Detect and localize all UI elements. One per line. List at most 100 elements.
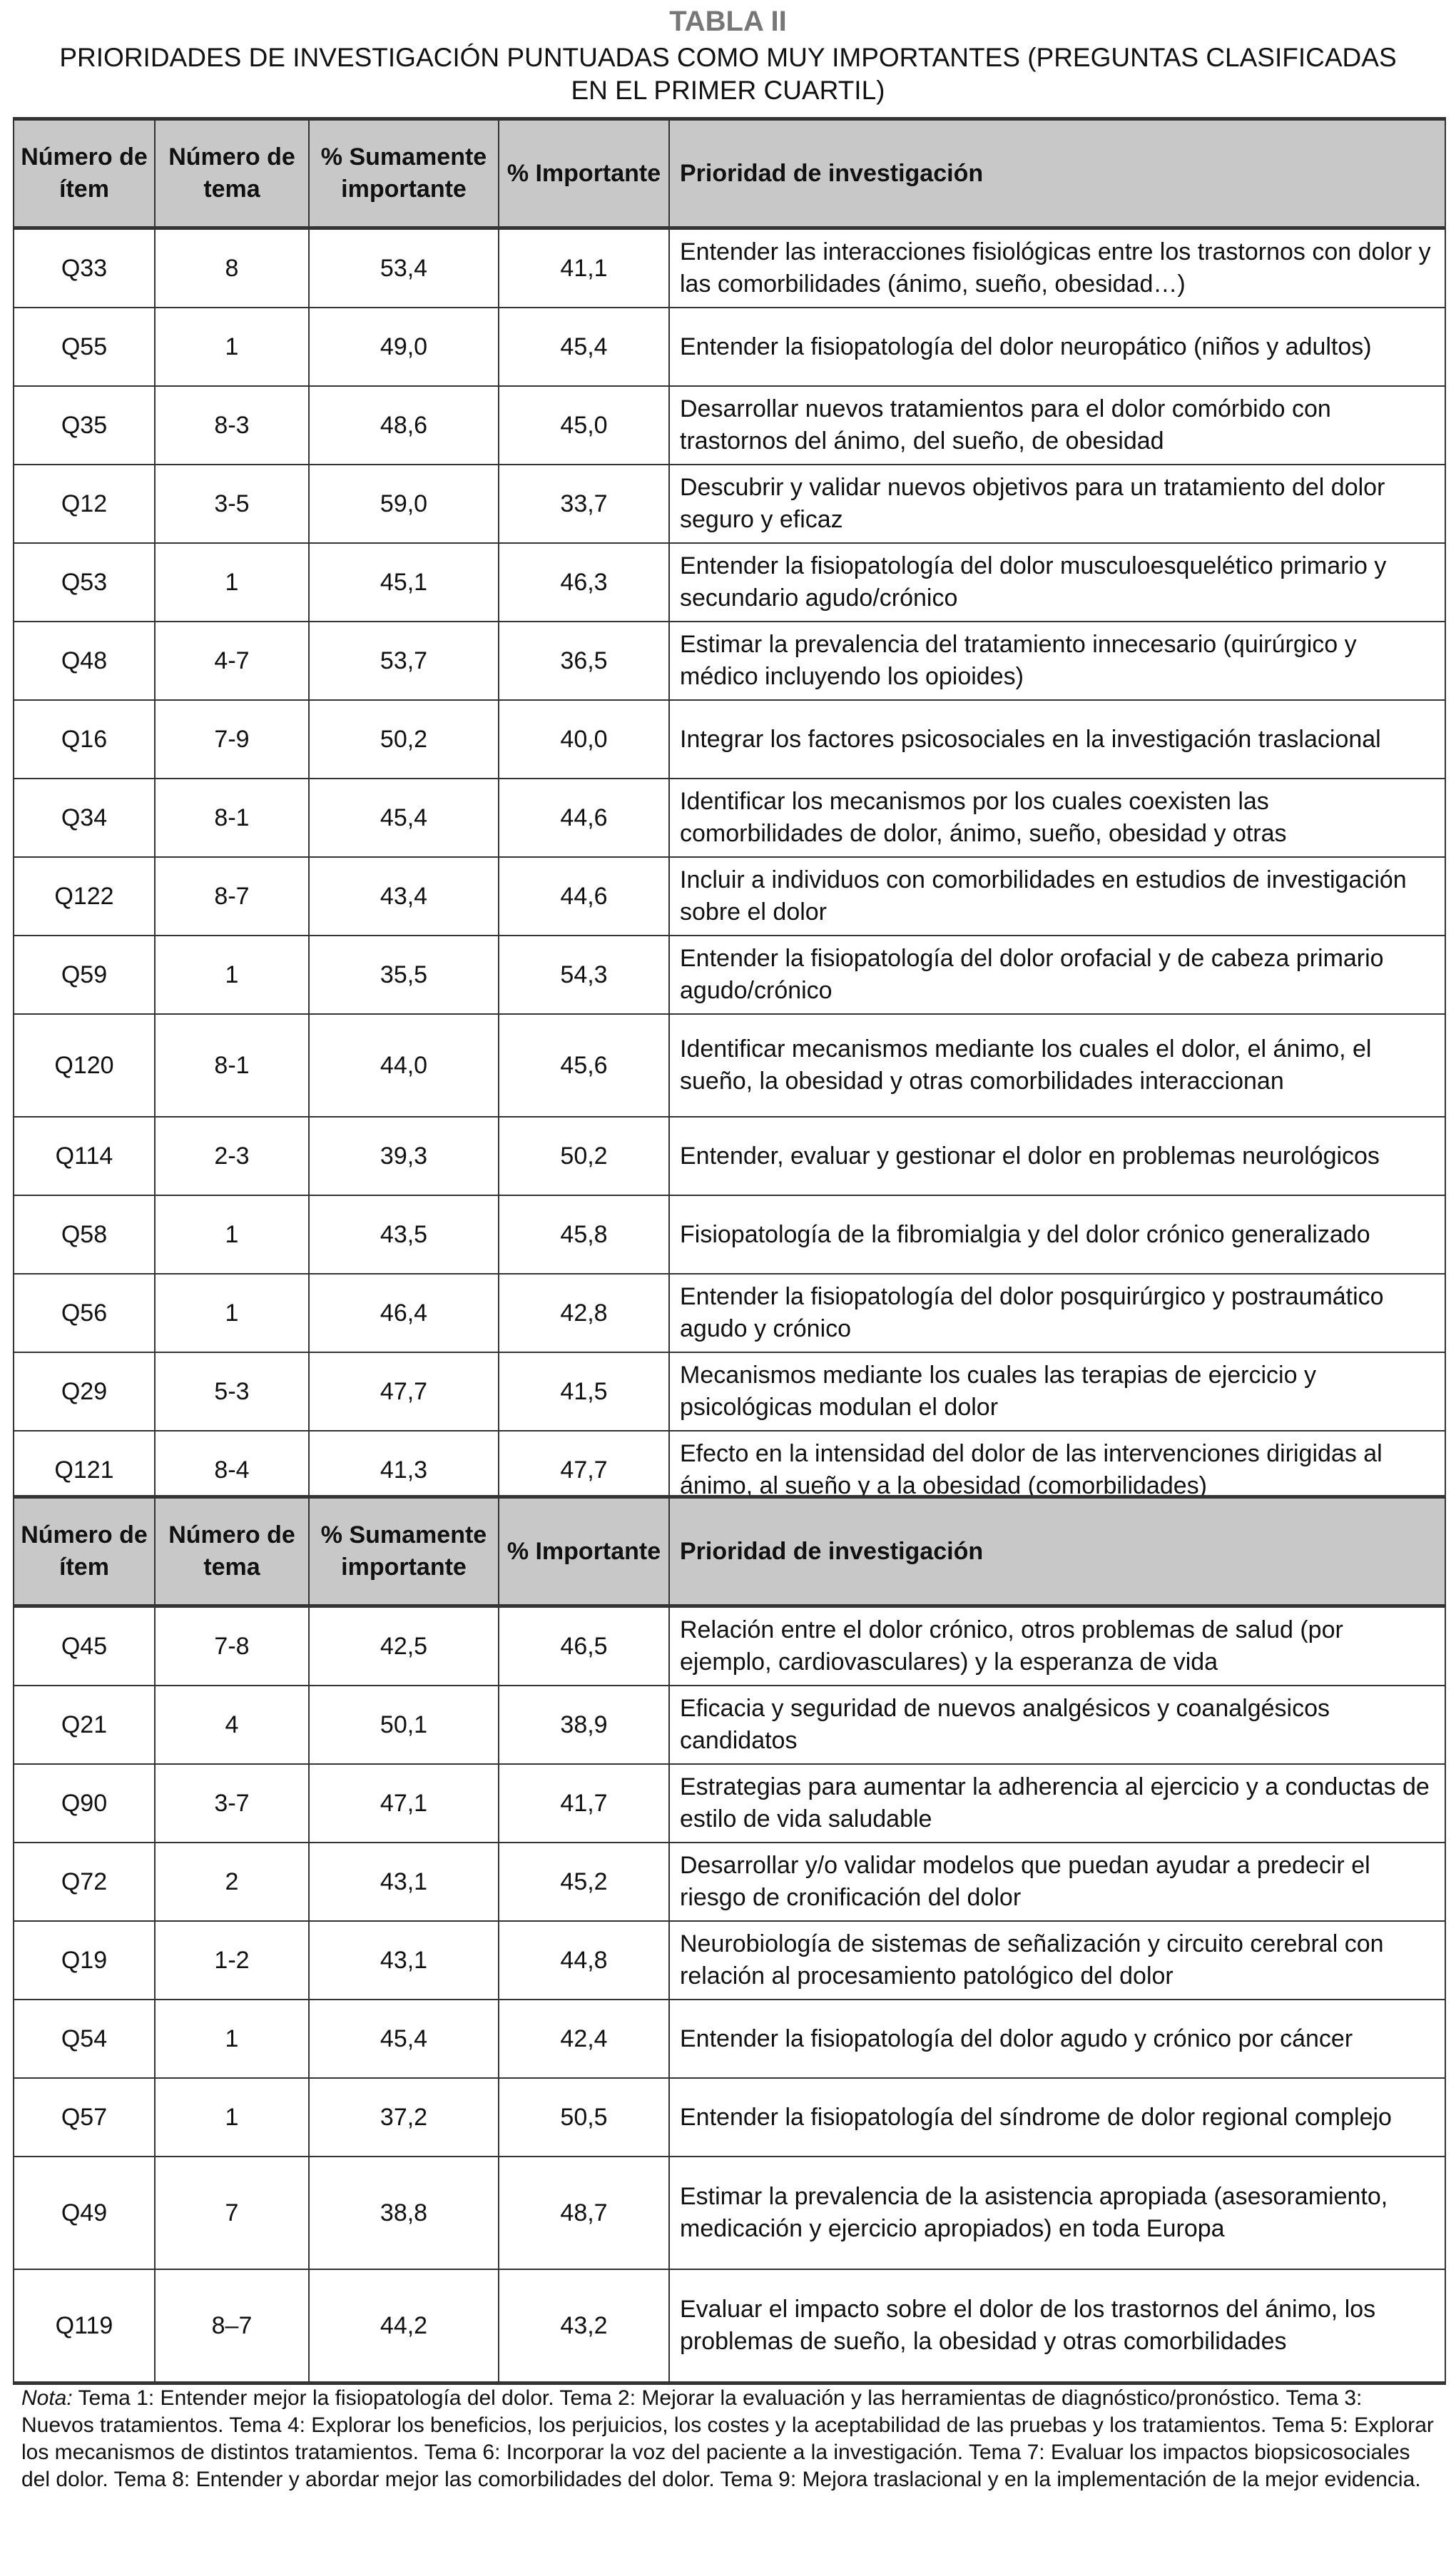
table-row: Q90 3-7 47,1 41,7 Estrategias para aumentar … [13,1763,1446,1843]
table-row: Q57 1 37,2 50,5 Entender la fisiopatología d… [13,2077,1446,2157]
pct-extremely-important-cell: 47,1 [308,1763,499,1843]
theme-number-cell: 5-3 [154,1352,310,1432]
theme-number-cell: 1 [154,1273,310,1353]
item-number-cell: Q48 [13,621,156,701]
column-header: % Sumamente importante [308,1496,499,1607]
column-header: Prioridad de investigación [668,118,1446,229]
column-header: Número de ítem [13,1496,156,1607]
pct-extremely-important-cell: 37,2 [308,2077,499,2157]
research-priority-cell: Entender la fisiopatología del dolor mus… [668,542,1446,622]
theme-number-cell: 4 [154,1685,310,1765]
pct-important-cell: 46,3 [498,542,670,622]
theme-number-cell: 1 [154,2077,310,2157]
item-number-cell: Q29 [13,1352,156,1432]
pct-extremely-important-cell: 38,8 [308,2156,499,2270]
theme-number-cell: 3-7 [154,1763,310,1843]
table-row: Q120 8-1 44,0 45,6 Identificar mecanismos me… [13,1013,1446,1118]
theme-number-cell: 1 [154,542,310,622]
item-number-cell: Q58 [13,1195,156,1275]
table-row: Q34 8-1 45,4 44,6 Identificar los mecanismos… [13,778,1446,858]
header-row: Número de ítem Número de tema% Sumamente … [13,1496,1446,1607]
research-priority-cell: Entender la fisiopatología del dolor neu… [668,307,1446,387]
pct-important-cell: 41,1 [498,227,670,308]
pct-extremely-important-cell: 43,1 [308,1920,499,2000]
pct-extremely-important-cell: 39,3 [308,1116,499,1196]
table-row: Q122 8-7 43,4 44,6 Incluir a individuos con … [13,856,1446,936]
priorities-table-part-1: Número de ítem Número de tema% Sumamente … [13,117,1446,1512]
research-priority-cell: Fisiopatología de la fibromialgia y del … [668,1195,1446,1275]
pct-extremely-important-cell: 50,2 [308,699,499,779]
research-priority-cell: Entender, evaluar y gestionar el dolor e… [668,1116,1446,1196]
research-priority-cell: Identificar los mecanismos por los cuale… [668,778,1446,858]
item-number-cell: Q119 [13,2269,156,2384]
table-row: Q54 1 45,4 42,4 Entender la fisiopatología d… [13,1999,1446,2079]
item-number-cell: Q16 [13,699,156,779]
item-number-cell: Q35 [13,385,156,465]
pct-important-cell: 36,5 [498,621,670,701]
research-priority-cell: Entender la fisiopatología del dolor oro… [668,935,1446,1015]
research-priority-cell: Mecanismos mediante los cuales las terap… [668,1352,1446,1432]
theme-number-cell: 8-3 [154,385,310,465]
item-number-cell: Q120 [13,1013,156,1118]
table-row: Q16 7-9 50,2 40,0 Integrar los factores psic… [13,699,1446,779]
table-row: Q53 1 45,1 46,3 Entender la fisiopatología d… [13,542,1446,622]
item-number-cell: Q49 [13,2156,156,2270]
research-priority-cell: Evaluar el impacto sobre el dolor de los… [668,2269,1446,2384]
research-priority-cell: Identificar mecanismos mediante los cual… [668,1013,1446,1118]
pct-important-cell: 44,6 [498,856,670,936]
pct-important-cell: 45,0 [498,385,670,465]
item-number-cell: Q56 [13,1273,156,1353]
table-row: Q72 2 43,1 45,2 Desarrollar y/o validar mode… [13,1842,1446,1922]
table-row: Q56 1 46,4 42,8 Entender la fisiopatología d… [13,1273,1446,1353]
research-priority-cell: Estrategias para aumentar la adherencia … [668,1763,1446,1843]
pct-important-cell: 45,4 [498,307,670,387]
pct-extremely-important-cell: 50,1 [308,1685,499,1765]
theme-number-cell: 1 [154,935,310,1015]
theme-number-cell: 8-1 [154,1013,310,1118]
item-number-cell: Q122 [13,856,156,936]
note-label: Nota: [21,2386,73,2410]
item-number-cell: Q90 [13,1763,156,1843]
research-priority-cell: Desarrollar nuevos tratamientos para el … [668,385,1446,465]
theme-number-cell: 8-1 [154,778,310,858]
research-priority-cell: Neurobiología de sistemas de señalizació… [668,1920,1446,2000]
table-row: Q48 4-7 53,7 36,5 Estimar la prevalencia del… [13,621,1446,701]
item-number-cell: Q45 [13,1605,156,1686]
item-number-cell: Q12 [13,464,156,544]
pct-important-cell: 48,7 [498,2156,670,2270]
column-header: % Importante [498,1496,670,1607]
theme-number-cell: 3-5 [154,464,310,544]
pct-extremely-important-cell: 59,0 [308,464,499,544]
item-number-cell: Q33 [13,227,156,308]
research-priority-cell: Estimar la prevalencia del tratamiento i… [668,621,1446,701]
column-header: % Importante [498,118,670,229]
pct-important-cell: 45,8 [498,1195,670,1275]
table-subtitle: PRIORIDADES DE INVESTIGACIÓN PUNTUADAS C… [59,43,1397,105]
pct-extremely-important-cell: 48,6 [308,385,499,465]
theme-number-cell: 8–7 [154,2269,310,2384]
research-priority-cell: Descubrir y validar nuevos objetivos par… [668,464,1446,544]
pct-important-cell: 46,5 [498,1605,670,1686]
pct-important-cell: 44,8 [498,1920,670,2000]
theme-number-cell: 8-7 [154,856,310,936]
pct-extremely-important-cell: 53,7 [308,621,499,701]
item-number-cell: Q72 [13,1842,156,1922]
table-row: Q49 7 38,8 48,7 Estimar la prevalencia de la… [13,2156,1446,2270]
theme-number-cell: 1 [154,307,310,387]
pct-extremely-important-cell: 44,0 [308,1013,499,1118]
header-row: Número de ítem Número de tema% Sumamente … [13,118,1446,229]
item-number-cell: Q57 [13,2077,156,2157]
table-title: TABLA II [669,6,787,37]
research-priority-cell: Estimar la prevalencia de la asistencia … [668,2156,1446,2270]
table-row: Q55 1 49,0 45,4 Entender la fisiopatología d… [13,307,1446,387]
table-row: Q29 5-3 47,7 41,5 Mecanismos mediante los cu… [13,1352,1446,1432]
table-note: Nota: Tema 1: Entender mejor la fisiopat… [21,2385,1434,2493]
research-priority-cell: Desarrollar y/o validar modelos que pued… [668,1842,1446,1922]
pct-important-cell: 54,3 [498,935,670,1015]
item-number-cell: Q21 [13,1685,156,1765]
item-number-cell: Q34 [13,778,156,858]
item-number-cell: Q55 [13,307,156,387]
theme-number-cell: 7-9 [154,699,310,779]
priorities-table-part-2: Número de ítem Número de tema% Sumamente … [13,1495,1446,2385]
research-priority-cell: Entender la fisiopatología del dolor pos… [668,1273,1446,1353]
